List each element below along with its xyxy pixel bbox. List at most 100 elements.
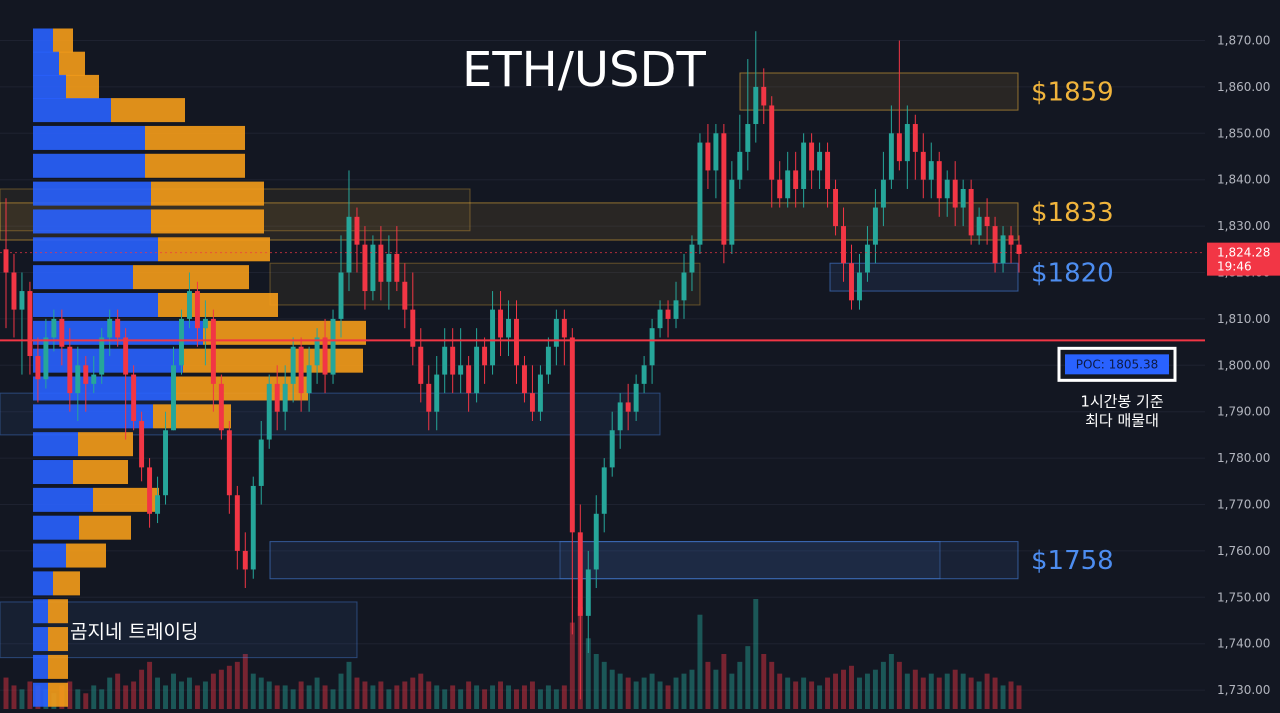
- candle-body: [545, 346, 551, 375]
- candle-body: [872, 207, 878, 245]
- vp-buy-bar: [33, 28, 53, 53]
- last-price-tag-bg: [1207, 242, 1280, 276]
- volume-bar: [769, 661, 775, 709]
- candle-body: [697, 142, 703, 245]
- candle-body: [968, 188, 974, 236]
- vp-buy-bar: [33, 125, 145, 150]
- candle-body: [537, 374, 543, 412]
- volume-bar: [378, 681, 384, 709]
- volume-bar: [282, 685, 288, 709]
- candle-body: [689, 244, 695, 273]
- candle-body: [290, 346, 296, 384]
- candle-body: [490, 309, 496, 366]
- volume-bar: [67, 681, 73, 709]
- candle-body: [450, 346, 456, 375]
- candle-body: [992, 226, 998, 264]
- candle-body: [841, 226, 846, 264]
- candle-body: [625, 402, 631, 412]
- vp-sell-bar: [151, 209, 264, 234]
- volume-bar: [585, 638, 591, 709]
- candle-body: [202, 318, 208, 329]
- vp-buy-bar: [33, 487, 93, 512]
- candle-body: [306, 365, 312, 394]
- candle-body: [769, 105, 775, 180]
- volume-bar: [1000, 685, 1006, 709]
- vp-sell-bar: [48, 654, 68, 679]
- level-zone: [739, 72, 1019, 111]
- volume-bar: [649, 673, 655, 709]
- price-tick-label: 1,780.00: [1217, 451, 1270, 465]
- volume-bar: [3, 677, 9, 709]
- volume-bar: [673, 677, 679, 709]
- volume-bar: [482, 689, 488, 709]
- candle-body: [593, 513, 599, 570]
- candle-body: [761, 86, 767, 106]
- volume-bar: [745, 646, 751, 709]
- vp-sell-bar: [158, 292, 278, 317]
- candle-body: [186, 291, 192, 319]
- vp-sell-bar: [111, 98, 185, 123]
- candle-body: [649, 328, 655, 366]
- vp-buy-bar: [33, 348, 183, 373]
- candle-body: [123, 337, 129, 375]
- poc-caption-line2: 최다 매물대: [1085, 411, 1159, 429]
- volume-bar: [856, 677, 862, 709]
- volume-bar: [394, 685, 400, 709]
- price-tick-label: 1,850.00: [1217, 126, 1270, 140]
- vp-buy-bar: [33, 571, 53, 596]
- candle-body: [673, 300, 679, 319]
- candle-body: [115, 318, 121, 338]
- vp-buy-bar: [33, 627, 48, 652]
- volume-bar: [314, 677, 320, 709]
- candle-body: [139, 420, 145, 468]
- candle-body: [35, 356, 41, 380]
- level-label: $1859: [1031, 78, 1114, 108]
- vp-sell-bar: [78, 432, 133, 457]
- price-tick-label: 1,870.00: [1217, 34, 1270, 48]
- candle-body: [713, 133, 719, 171]
- volume-bar: [833, 673, 839, 709]
- candle-body: [75, 365, 81, 394]
- poc-label: POC: 1805.38: [1076, 357, 1159, 371]
- vp-buy-bar: [33, 237, 158, 262]
- volume-bar: [514, 689, 519, 709]
- candle-body: [809, 142, 815, 171]
- candle-body: [952, 179, 958, 208]
- volume-bar: [234, 661, 240, 709]
- volume-bar: [346, 661, 352, 709]
- candle-body: [521, 365, 527, 394]
- candle-body: [402, 281, 408, 310]
- candle-body: [346, 216, 352, 273]
- level-zone-secondary: [559, 541, 941, 580]
- candle-body: [553, 318, 559, 347]
- volume-bar: [1016, 685, 1022, 709]
- vp-sell-bar: [183, 348, 363, 373]
- vp-sell-bar: [66, 74, 99, 99]
- candle-body: [163, 430, 169, 496]
- price-tick-label: 1,730.00: [1217, 683, 1270, 697]
- volume-bar: [218, 669, 224, 709]
- candle-body: [960, 188, 966, 208]
- candles: [3, 31, 1022, 700]
- candle-body: [466, 365, 472, 394]
- price-tick-label: 1,840.00: [1217, 173, 1270, 187]
- candle-body: [330, 318, 336, 375]
- candle-body: [410, 309, 416, 347]
- candle-body: [561, 318, 567, 338]
- candle-body: [258, 439, 264, 486]
- candle-body: [896, 133, 902, 162]
- volume-bar: [402, 681, 408, 709]
- candle-body: [801, 142, 807, 189]
- volume-bar: [569, 622, 575, 709]
- vp-sell-bar: [48, 627, 68, 652]
- volume-bar: [729, 673, 735, 709]
- candle-body: [880, 179, 886, 208]
- candle-body: [362, 244, 368, 292]
- price-tick-label: 1,750.00: [1217, 590, 1270, 604]
- volume-bar: [498, 681, 504, 709]
- volume-bar: [872, 669, 878, 709]
- candle-body: [617, 402, 623, 431]
- candle-body: [729, 179, 735, 245]
